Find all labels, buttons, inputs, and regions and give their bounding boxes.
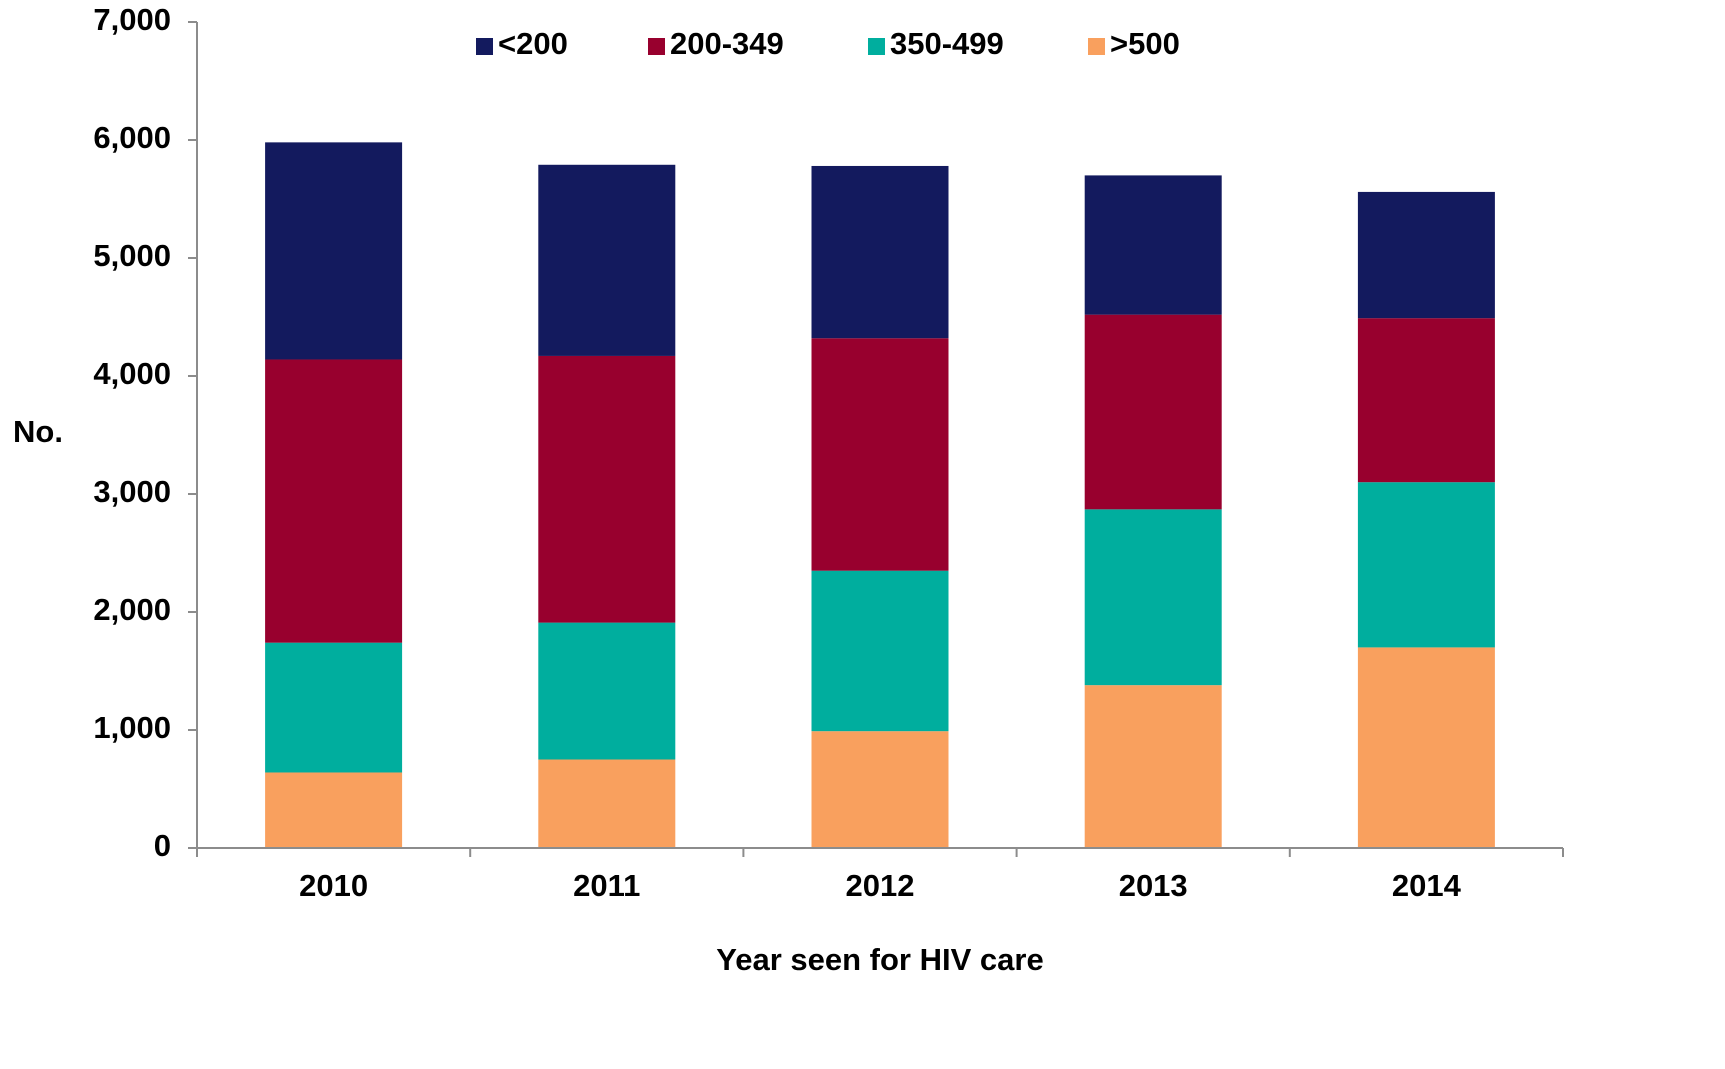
y-tick-label: 0 xyxy=(154,828,171,863)
bar-segment xyxy=(1084,509,1222,686)
bar-segment xyxy=(811,731,949,848)
legend-swatch xyxy=(648,38,665,55)
y-tick-label: 6,000 xyxy=(93,120,171,155)
bar-segment xyxy=(538,164,676,356)
legend-label: >500 xyxy=(1110,26,1180,61)
bar-segment xyxy=(1357,318,1495,483)
legend-label: <200 xyxy=(498,26,568,61)
x-ticks-layer: 2010 2011 2012 2013 2014 xyxy=(196,848,1564,903)
y-tick-label: 7,000 xyxy=(93,2,171,37)
bar-segment xyxy=(811,338,949,571)
x-tick-label: 2014 xyxy=(1392,868,1462,903)
axes-layer xyxy=(196,22,1563,849)
bar-segment xyxy=(265,642,403,773)
bar-segment xyxy=(265,142,403,360)
legend-swatch xyxy=(1088,38,1105,55)
legend-swatch xyxy=(476,38,493,55)
x-tick-label: 2012 xyxy=(846,868,915,903)
bar-segment xyxy=(1357,191,1495,319)
bar-segment xyxy=(538,759,676,848)
y-tick-label: 2,000 xyxy=(93,592,171,627)
bar-segment xyxy=(1084,175,1222,315)
bar-segment xyxy=(265,359,403,643)
bar-segment xyxy=(1084,685,1222,848)
x-tick-label: 2013 xyxy=(1119,868,1188,903)
bar-segment xyxy=(1357,482,1495,648)
legend-label: 350-499 xyxy=(890,26,1004,61)
x-axis-label: Year seen for HIV care xyxy=(716,942,1043,977)
y-tick-label: 1,000 xyxy=(93,710,171,745)
bar-segment xyxy=(811,165,949,339)
y-tick-label: 3,000 xyxy=(93,474,171,509)
bars-layer xyxy=(265,142,1495,848)
bar-segment xyxy=(1084,314,1222,510)
y-tick-label: 4,000 xyxy=(93,356,171,391)
x-tick-label: 2010 xyxy=(299,868,368,903)
bar-segment xyxy=(538,622,676,760)
legend-swatch xyxy=(868,38,885,55)
bar-segment xyxy=(265,772,403,848)
bar-segment xyxy=(538,355,676,623)
y-axis-label: No. xyxy=(13,414,63,449)
y-tick-label: 5,000 xyxy=(93,238,171,273)
y-ticks-layer: 0 1,000 2,000 3,000 4,000 5,000 6,000 7,000 xyxy=(93,2,197,863)
bar-segment xyxy=(1357,647,1495,848)
legend-label: 200-349 xyxy=(670,26,784,61)
legend: <200 200-349 350-499 >500 xyxy=(476,26,1180,61)
bar-segment xyxy=(811,570,949,732)
x-tick-label: 2011 xyxy=(573,868,640,903)
